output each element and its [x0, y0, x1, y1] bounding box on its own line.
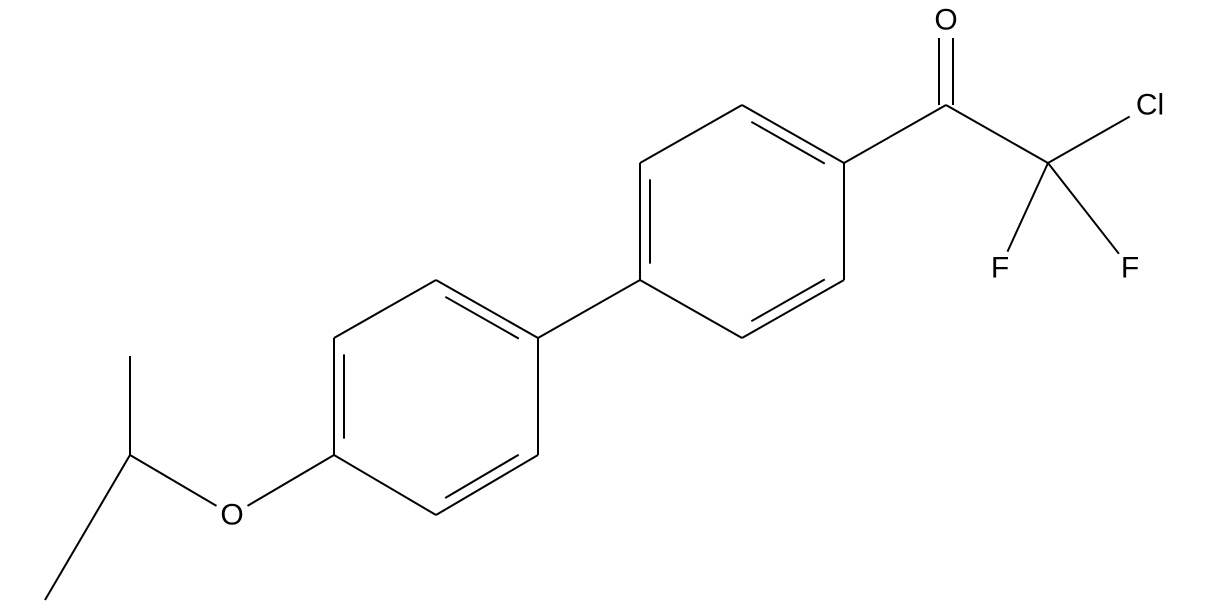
atom-label-o_ether: O — [220, 499, 243, 532]
atom-label-f2: F — [1121, 252, 1139, 285]
molecule-diagram: O O Cl F F — [0, 0, 1232, 614]
atom-label-o_dbl: O — [934, 4, 957, 37]
bonds-layer — [45, 38, 1130, 600]
atom-label-cl: Cl — [1136, 89, 1164, 122]
labels-layer: O O Cl F F — [220, 4, 1164, 532]
atom-label-f1: F — [991, 252, 1009, 285]
